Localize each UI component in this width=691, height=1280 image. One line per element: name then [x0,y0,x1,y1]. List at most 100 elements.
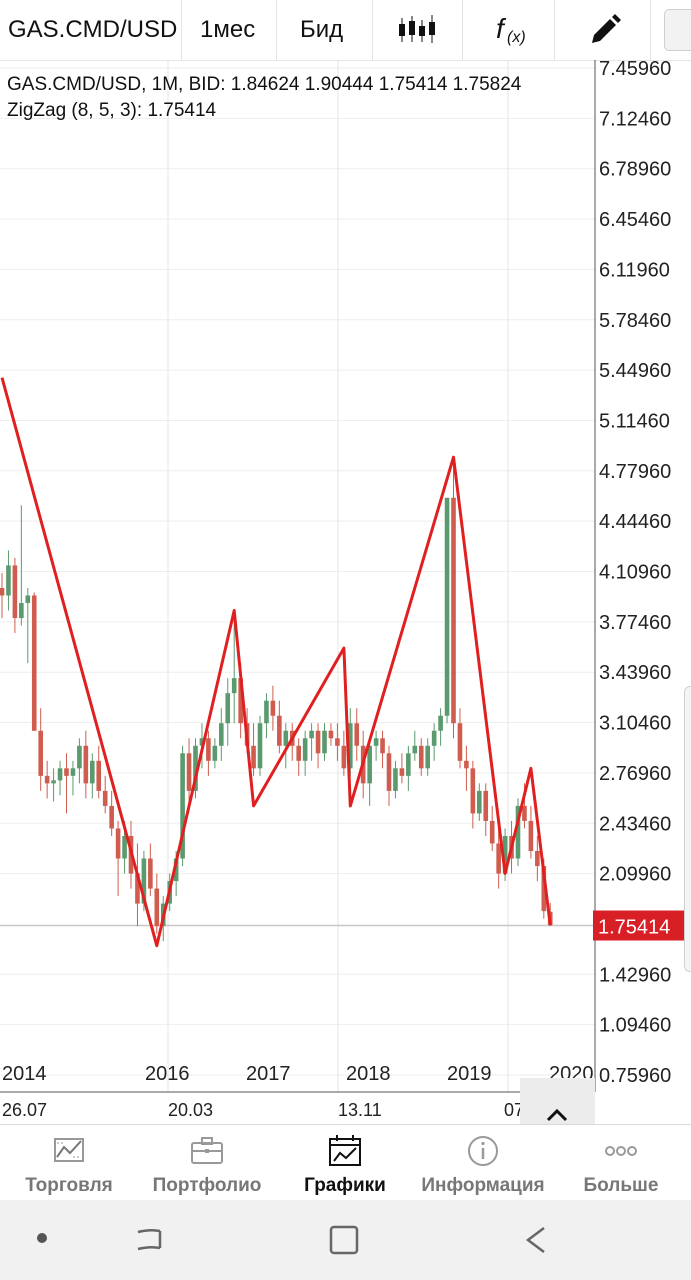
nav-info[interactable]: Информация [414,1125,552,1201]
price-tick-label: 4.44460 [599,511,671,533]
candle-body [25,595,31,604]
price-tick-label: 7.45960 [599,60,671,80]
price-tick-label: 2.09960 [599,864,671,886]
nav-more[interactable]: Больше [552,1125,690,1201]
chart-area[interactable]: 7.45960 7.12460 6.78960 6.45460 6.11960 5.784… [0,58,691,1150]
period-selector[interactable]: 1мес [200,0,255,60]
back-arrow-icon[interactable] [518,1222,554,1258]
nav-label: Больше [583,1175,659,1196]
date-label: 13.11 [338,1100,382,1120]
zigzag-line [0,377,552,948]
price-tick-label: 6.11960 [599,259,670,281]
dot-icon[interactable] [34,1230,50,1246]
bottom-navigation: Торговля Портфолио Графики Информация [0,1124,691,1201]
nav-portfolio[interactable]: Портфолио [138,1125,276,1201]
candle-body [77,745,82,769]
candle-body [231,678,237,694]
toolbar-divider [372,0,373,60]
candle-body [335,738,340,746]
candle-body [148,858,153,889]
candle-body [57,768,63,781]
drawing-tools-button[interactable] [588,0,622,60]
candle-body [12,565,18,619]
candle-body [31,595,37,731]
price-tick-label: 2.43460 [599,813,671,835]
period-label: 1мес [200,16,256,43]
candle-body [219,723,224,746]
symbol-label: GAS.CMD/USD [8,16,178,43]
price-axis: 7.45960 7.12460 6.78960 6.45460 6.11960 5.784… [593,58,687,1087]
candles [0,460,553,942]
nav-label: Портфолио [152,1175,262,1196]
price-chart[interactable]: 7.45960 7.12460 6.78960 6.45460 6.11960 5.784… [0,58,691,1124]
candle-body [96,760,102,791]
function-icon: f (x) [496,13,526,46]
price-tick-label: 5.78460 [599,310,671,332]
candlestick-icon [399,15,435,43]
nav-charts[interactable]: Графики [276,1125,414,1201]
candle-body [296,745,301,761]
candle-body [135,873,140,904]
price-tick-label: 5.11460 [599,410,670,432]
candle-body [193,745,198,791]
price-type-selector[interactable]: Бид [300,0,343,60]
zigzag-info: ZigZag (8, 5, 3): 1.75414 [7,100,217,121]
symbol-selector[interactable]: GAS.CMD/USD [8,0,177,60]
zigzag-indicator [0,377,552,948]
candle-body [528,820,534,851]
side-panel-handle[interactable] [684,686,691,972]
candle-body [373,738,379,746]
candle-body [380,738,385,754]
candle-body [283,730,289,746]
nav-trade[interactable]: Торговля [0,1125,138,1201]
candle-body [64,768,69,776]
svg-text:f: f [496,13,507,44]
candle-body [438,715,443,731]
candle-body [302,738,308,761]
price-type-label: Бид [300,16,344,43]
price-tick-label: 4.10960 [599,562,671,584]
candle-body [477,790,482,814]
price-tick-label: 6.78960 [599,159,671,181]
candle-body [496,843,501,874]
price-tick-label: 7.12460 [599,108,671,130]
indicators-button[interactable]: f (x) [494,0,534,60]
toolbar-divider [650,0,651,60]
candle-body [457,723,463,761]
info-icon [468,1136,498,1166]
price-tick-label: 6.45460 [599,209,671,231]
home-square-icon[interactable] [326,1222,362,1258]
candle-body [109,805,114,829]
candle-body [354,723,360,746]
price-tick-label: 2.76960 [599,763,671,785]
candle-body [489,820,495,844]
candle-body [270,700,276,716]
chart-type-button[interactable] [398,0,438,60]
candle-body [0,587,5,596]
candle-body [386,753,392,791]
price-tick-label: 4.77960 [599,461,671,483]
recent-apps-icon[interactable] [132,1222,168,1258]
current-price-tag [593,910,687,941]
candle-body [173,858,179,882]
system-navigation-bar [0,1200,691,1280]
candle-body [90,760,95,784]
candle-body [19,603,24,619]
year-label: 2018 [346,1063,391,1085]
candle-body [393,768,398,791]
price-tick-label: 0.75960 [599,1065,671,1087]
candle-body [264,700,269,724]
candle-body [470,768,476,814]
candle-body [186,753,192,791]
candle-body [225,693,231,724]
candle-body [328,730,334,739]
candle-body [277,715,282,746]
candle-body [341,745,347,769]
candle-body [206,738,211,761]
candle-body [541,866,547,912]
toolbar-overflow-handle[interactable] [664,0,691,60]
pencil-icon [592,14,621,43]
current-price-label: 1.75414 [598,917,670,939]
candle-body [535,850,540,867]
chevron-up-icon [546,1108,568,1122]
